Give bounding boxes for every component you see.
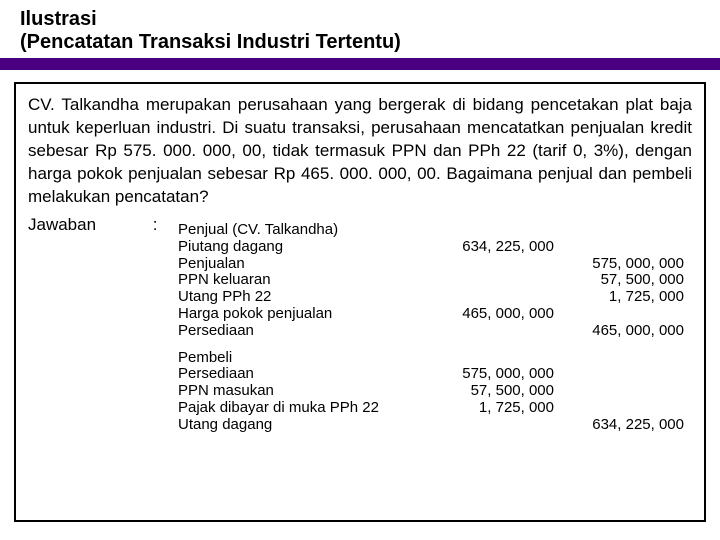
ledger-row: Persediaan575, 000, 000: [176, 366, 686, 383]
ledger-debit: 634, 225, 000: [436, 239, 556, 256]
title-line1: Ilustrasi: [20, 8, 700, 31]
body-text: CV. Talkandha merupakan perusahaan yang …: [28, 94, 692, 209]
ledger-debit: [436, 417, 556, 434]
ledger-credit: [556, 366, 686, 383]
ledger-desc: Utang PPh 22: [176, 289, 436, 306]
ledger-debit: 1, 725, 000: [436, 400, 556, 417]
ledger-credit: 1, 725, 000: [556, 289, 686, 306]
ledger-header-row: Pembeli: [176, 350, 686, 367]
jawaban-label: Jawaban: [28, 215, 148, 235]
purple-divider: [0, 58, 720, 70]
ledger-credit: 575, 000, 000: [556, 256, 686, 273]
ledger-row: Persediaan 465, 000, 000: [176, 323, 686, 340]
title-line2: (Pencatatan Transaksi Industri Tertentu): [20, 31, 700, 54]
ledger-desc: Utang dagang: [176, 417, 436, 434]
ledger-header: Penjual (CV. Talkandha): [176, 222, 686, 239]
ledger-separator: [176, 340, 686, 350]
ledger-credit: 634, 225, 000: [556, 417, 686, 434]
ledger-row: Utang dagang 634, 225, 000: [176, 417, 686, 434]
content-box: CV. Talkandha merupakan perusahaan yang …: [14, 82, 706, 522]
ledger-debit: [436, 272, 556, 289]
ledger-debit: 57, 500, 000: [436, 383, 556, 400]
ledger-credit: [556, 306, 686, 323]
ledger-row: Utang PPh 22 1, 725, 000: [176, 289, 686, 306]
ledger-debit: [436, 323, 556, 340]
ledger-debit: 465, 000, 000: [436, 306, 556, 323]
ledger-debit: [436, 289, 556, 306]
ledger-row: Piutang dagang634, 225, 000: [176, 239, 686, 256]
ledger-desc: PPN masukan: [176, 383, 436, 400]
ledger-debit: 575, 000, 000: [436, 366, 556, 383]
ledger-row: Pajak dibayar di muka PPh 221, 725, 000: [176, 400, 686, 417]
ledger-desc: Pajak dibayar di muka PPh 22: [176, 400, 436, 417]
jawaban-colon: :: [153, 215, 158, 235]
ledger-debit: [436, 256, 556, 273]
ledger-desc: Persediaan: [176, 323, 436, 340]
ledger-credit: [556, 400, 686, 417]
ledger-desc: Harga pokok penjualan: [176, 306, 436, 323]
ledger-desc: Penjualan: [176, 256, 436, 273]
ledger-table: Penjual (CV. Talkandha)Piutang dagang634…: [176, 222, 686, 434]
ledger-credit: [556, 383, 686, 400]
ledger-credit: [556, 239, 686, 256]
ledger-credit: 57, 500, 000: [556, 272, 686, 289]
ledger-row: PPN keluaran 57, 500, 000: [176, 272, 686, 289]
ledger-desc: PPN keluaran: [176, 272, 436, 289]
ledger-header: Pembeli: [176, 350, 686, 367]
ledger-desc: Persediaan: [176, 366, 436, 383]
ledger-desc: Piutang dagang: [176, 239, 436, 256]
ledger-credit: 465, 000, 000: [556, 323, 686, 340]
title-area: Ilustrasi (Pencatatan Transaksi Industri…: [0, 0, 720, 58]
ledger-row: Penjualan 575, 000, 000: [176, 256, 686, 273]
ledger-row: Harga pokok penjualan465, 000, 000: [176, 306, 686, 323]
ledger-header-row: Penjual (CV. Talkandha): [176, 222, 686, 239]
ledger-row: PPN masukan57, 500, 000: [176, 383, 686, 400]
